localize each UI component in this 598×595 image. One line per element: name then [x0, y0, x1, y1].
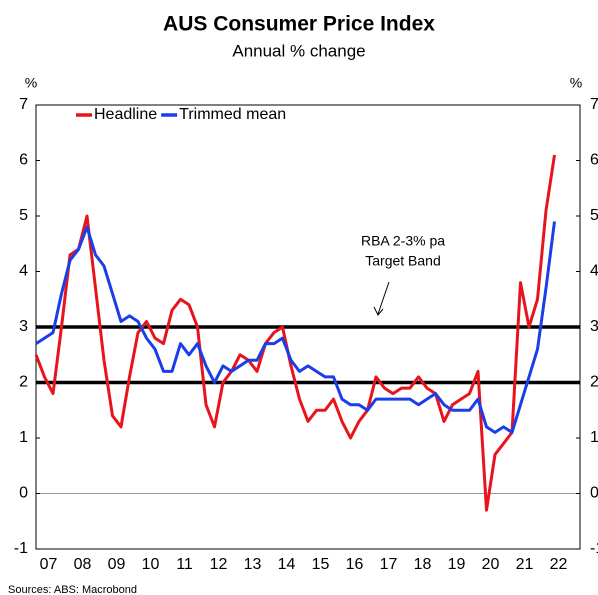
x-tick-label: 17: [380, 556, 398, 573]
x-tick-label: 15: [312, 556, 330, 573]
y-tick-label: 1: [19, 429, 28, 446]
x-tick-label: 22: [550, 556, 568, 573]
y-tick-label: 3: [19, 318, 28, 335]
y-tick-label: -1: [14, 540, 28, 557]
line-series: [34, 154, 556, 512]
x-tick-label: 12: [210, 556, 228, 573]
x-tick-label: 13: [244, 556, 262, 573]
x-tick-label: 07: [40, 556, 58, 573]
chart-subtitle: Annual % change: [232, 41, 365, 60]
y2-tick-label: 3: [590, 318, 598, 335]
x-tick-label: 18: [414, 556, 432, 573]
x-tick-label: 20: [482, 556, 500, 573]
y-tick-label: 4: [19, 263, 28, 280]
x-tick-label: 16: [346, 556, 364, 573]
line-series: [35, 221, 556, 434]
y2-tick-label: 4: [590, 263, 598, 280]
legend-label: Headline: [94, 106, 157, 123]
y-tick-label: 7: [19, 96, 28, 113]
annotation-arrowhead: [373, 306, 384, 316]
y-tick-label: 6: [19, 152, 28, 169]
annotation: RBA 2-3% pa: [361, 233, 445, 249]
x-tick-label: 14: [278, 556, 296, 573]
y-tick-label: 2: [19, 374, 28, 391]
y2-tick-label: -1: [590, 540, 598, 557]
y-tick-label: 0: [19, 485, 28, 502]
x-tick-label: 19: [448, 556, 466, 573]
y-axis-label: %: [25, 75, 37, 91]
x-tick-label: 21: [516, 556, 534, 573]
y2-axis-label: %: [570, 75, 582, 91]
legend-label: Trimmed mean: [179, 106, 286, 123]
y2-tick-label: 6: [590, 152, 598, 169]
x-tick-label: 11: [176, 556, 193, 573]
y-tick-label: 5: [19, 207, 28, 224]
y2-tick-label: 0: [590, 485, 598, 502]
source: Sources: ABS: Macrobond: [8, 584, 137, 595]
chart-title: AUS Consumer Price Index: [163, 13, 435, 36]
annotation-arrow: [377, 281, 390, 315]
x-tick-label: 10: [142, 556, 160, 573]
x-tick-label: 09: [108, 556, 126, 573]
y2-tick-label: 2: [590, 374, 598, 391]
annotation: Target Band: [365, 253, 441, 269]
x-tick-label: 08: [74, 556, 92, 573]
y2-tick-label: 7: [590, 96, 598, 113]
y2-tick-label: 1: [590, 429, 598, 446]
y2-tick-label: 5: [590, 207, 598, 224]
